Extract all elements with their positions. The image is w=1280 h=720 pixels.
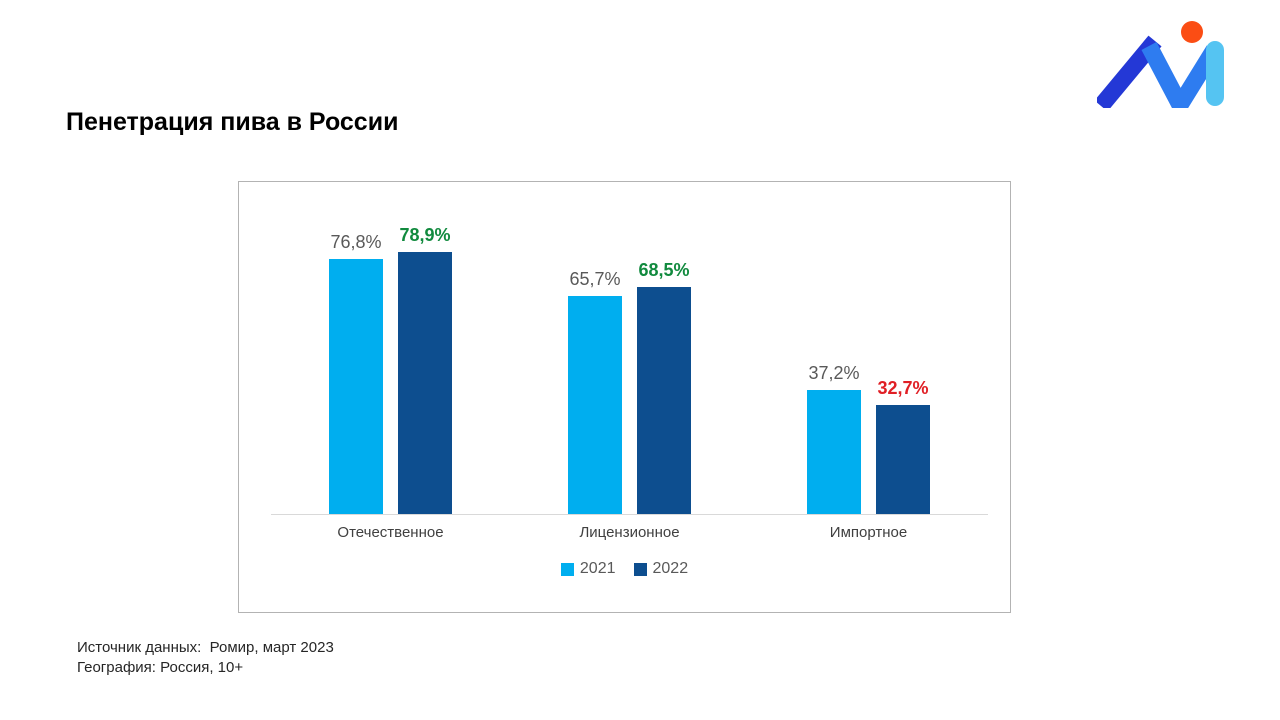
chart-frame: 76,8% 78,9% 65,7% 68,5% 37,2% 32,7% Отечестве… <box>238 181 1011 613</box>
bar-2021-2: 65,7% <box>568 269 622 514</box>
legend-swatch <box>633 562 647 576</box>
bar-value-label: 32,7% <box>877 378 929 398</box>
category-group-2: 65,7% 68,5% <box>510 182 749 514</box>
logo-bar-right <box>1206 41 1224 106</box>
bar-2021-3: 37,2% <box>807 363 861 514</box>
bar-value-label: 37,2% <box>808 363 860 383</box>
x-axis-line <box>271 514 988 515</box>
legend-label: 2022 <box>652 560 689 577</box>
logo-dot <box>1181 21 1203 43</box>
bar-2022-1: 78,9% <box>398 225 452 514</box>
source-line: Источник данных: Ромир, март 2023 <box>77 639 334 656</box>
bar-2022-2: 68,5% <box>637 260 691 514</box>
logo-stroke-middle <box>1141 42 1222 108</box>
bar-value-label: 78,9% <box>399 225 451 245</box>
geography-line: География: Россия, 10+ <box>77 659 244 676</box>
page-title: Пенетрация пива в России <box>66 108 399 136</box>
category-axis: Отечественное Лицензионное Импортное <box>271 524 988 541</box>
bar-value-label: 76,8% <box>330 232 382 252</box>
legend-swatch <box>560 562 574 576</box>
category-label: Отечественное <box>337 524 444 541</box>
category-group-1: 76,8% 78,9% <box>271 182 510 514</box>
bar-value-label: 65,7% <box>569 269 621 289</box>
source-note: Источник данных: Ромир, март 2023 Геогра… <box>77 638 334 678</box>
legend-label: 2021 <box>579 560 616 577</box>
legend-item-2021: 2021 <box>560 560 616 578</box>
category-label: Лицензионное <box>579 524 680 541</box>
legend-item-2022: 2022 <box>633 560 689 578</box>
chart-legend: 2021 2022 <box>239 560 1010 578</box>
bar-2021-1: 76,8% <box>329 232 383 514</box>
category-label: Импортное <box>829 524 908 541</box>
bar-value-label: 68,5% <box>638 260 690 280</box>
plot-area: 76,8% 78,9% 65,7% 68,5% 37,2% 32,7% <box>271 182 988 514</box>
category-group-3: 37,2% 32,7% <box>749 182 988 514</box>
company-logo <box>1097 21 1224 108</box>
bar-2022-3: 32,7% <box>876 378 930 514</box>
